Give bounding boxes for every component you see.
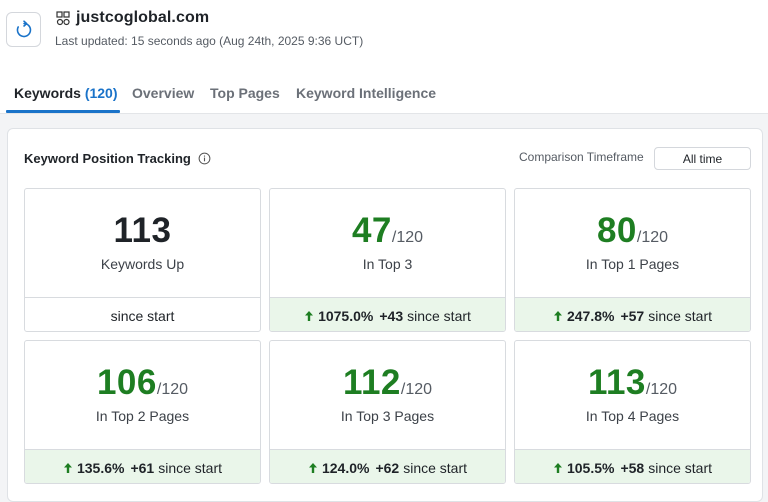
- card-change-delta: +57: [620, 307, 645, 324]
- metric-card-in-top-3: 47/120 In Top 3 1075.0% +43 since start: [269, 188, 506, 332]
- arrow-up-icon: [553, 310, 562, 321]
- card-change-percent: 247.8%: [566, 307, 615, 324]
- card-since-text: since start: [648, 307, 713, 324]
- site-title-row: justcoglobal.com: [55, 9, 209, 27]
- metric-card-in-top-4-pages: 113/120 In Top 4 Pages 105.5% +58 since …: [514, 340, 751, 484]
- card-value-total: /120: [400, 381, 433, 398]
- metric-card-in-top-1-pages: 80/120 In Top 1 Pages 247.8% +57 since s…: [514, 188, 751, 332]
- panel-title: Keyword Position Tracking: [24, 151, 211, 166]
- card-label: In Top 3 Pages: [340, 408, 435, 424]
- metric-card-keywords-up: 113 Keywords Up since start: [24, 188, 261, 332]
- refresh-icon: [16, 19, 31, 37]
- card-footer: 1075.0% +43 since start: [270, 297, 505, 331]
- card-value-total: /120: [156, 381, 189, 398]
- card-value-number: 113: [587, 363, 646, 402]
- card-value: 112/120: [270, 363, 505, 403]
- arrow-up-icon: [553, 462, 562, 473]
- card-value-number: 106: [96, 363, 157, 402]
- refresh-button[interactable]: [6, 12, 41, 47]
- tab-top-pages[interactable]: Top Pages: [210, 85, 280, 101]
- card-change-delta: +61: [130, 459, 155, 476]
- arrow-up-icon: [308, 462, 317, 473]
- last-updated-text: Last updated: 15 seconds ago (Aug 24th, …: [55, 34, 364, 48]
- card-main: 80/120 In Top 1 Pages: [515, 189, 750, 298]
- card-change-delta: +43: [379, 307, 404, 324]
- card-change-delta: +62: [375, 459, 400, 476]
- card-since-text: since start: [648, 459, 713, 476]
- card-value-number: 113: [113, 211, 172, 250]
- card-change-percent: 105.5%: [566, 459, 615, 476]
- card-since-text: since start: [407, 307, 471, 324]
- tab-overview[interactable]: Overview: [132, 85, 195, 101]
- tab-keywords[interactable]: Keywords (120): [14, 85, 118, 101]
- card-value-total: /120: [645, 381, 678, 398]
- page-header: justcoglobal.com Last updated: 15 second…: [0, 0, 768, 60]
- card-value: 47/120: [270, 211, 505, 251]
- card-label: In Top 4 Pages: [585, 408, 680, 424]
- comparison-timeframe-label: Comparison Timeframe: [519, 150, 644, 164]
- card-since-text: since start: [110, 307, 175, 324]
- card-label: In Top 2 Pages: [95, 408, 190, 424]
- card-value-number: 112: [342, 363, 401, 402]
- card-change-percent: 135.6%: [76, 459, 125, 476]
- card-footer: 105.5% +58 since start: [515, 449, 750, 483]
- metric-card-in-top-2-pages: 106/120 In Top 2 Pages 135.6% +61 since …: [24, 340, 261, 484]
- card-since-text: since start: [158, 459, 223, 476]
- card-main: 113 Keywords Up: [25, 189, 260, 298]
- card-value: 113: [25, 211, 260, 251]
- metric-card-in-top-3-pages: 112/120 In Top 3 Pages 124.0% +62 since …: [269, 340, 506, 484]
- card-change-delta: +58: [620, 459, 645, 476]
- card-value-number: 47: [351, 211, 392, 250]
- card-main: 113/120 In Top 4 Pages: [515, 341, 750, 450]
- card-footer: 135.6% +61 since start: [25, 449, 260, 483]
- card-change-percent: 1075.0%: [318, 307, 374, 324]
- card-value-total: /120: [636, 229, 669, 246]
- site-name: justcoglobal.com: [76, 9, 210, 26]
- tab-keywords-count: (120): [84, 85, 118, 101]
- card-value-number: 80: [596, 211, 637, 250]
- arrow-up-icon: [63, 462, 72, 473]
- card-label: In Top 1 Pages: [585, 256, 680, 272]
- card-value-total: /120: [391, 229, 424, 246]
- tab-bar: Keywords (120) Overview Top Pages Keywor…: [0, 76, 768, 114]
- card-value: 106/120: [25, 363, 260, 403]
- card-value: 80/120: [515, 211, 750, 251]
- keyword-tracking-panel: Keyword Position Tracking Comparison Tim…: [7, 128, 763, 502]
- card-label: In Top 3: [362, 256, 413, 272]
- card-main: 106/120 In Top 2 Pages: [25, 341, 260, 450]
- site-favicon-icon: [56, 11, 70, 26]
- card-main: 47/120 In Top 3: [270, 189, 505, 298]
- comparison-timeframe-select[interactable]: All time: [654, 147, 751, 170]
- tab-keywords-label: Keywords: [14, 85, 81, 101]
- card-change-percent: 124.0%: [321, 459, 370, 476]
- card-label: Keywords Up: [100, 256, 185, 272]
- active-tab-indicator: [6, 110, 120, 113]
- card-footer: since start: [25, 297, 260, 331]
- card-footer: 124.0% +62 since start: [270, 449, 505, 483]
- tab-keyword-intelligence[interactable]: Keyword Intelligence: [296, 85, 437, 101]
- arrow-up-icon: [305, 310, 314, 321]
- card-footer: 247.8% +57 since start: [515, 297, 750, 331]
- panel-title-text: Keyword Position Tracking: [24, 151, 191, 166]
- info-icon[interactable]: [198, 152, 211, 165]
- card-since-text: since start: [403, 459, 468, 476]
- card-value: 113/120: [515, 363, 750, 403]
- card-main: 112/120 In Top 3 Pages: [270, 341, 505, 450]
